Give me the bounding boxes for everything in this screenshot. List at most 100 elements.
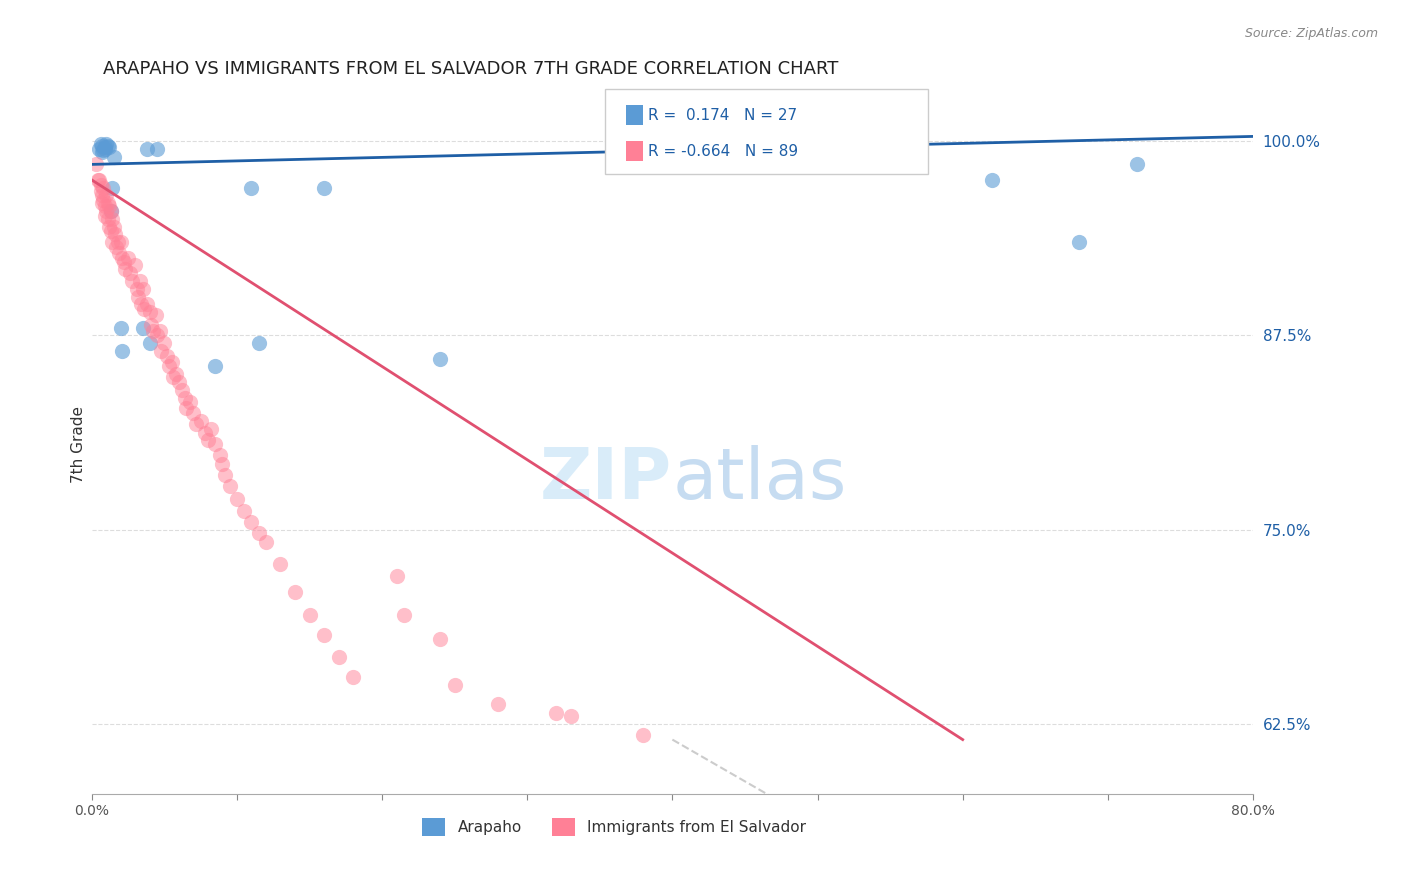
Point	[93, 193, 115, 207]
Point	[96, 188, 118, 202]
Point	[101, 235, 124, 249]
Point	[100, 204, 122, 219]
Point	[118, 266, 141, 280]
Point	[89, 178, 111, 192]
Point	[117, 251, 139, 265]
Point	[136, 142, 159, 156]
Point	[101, 180, 124, 194]
Point	[96, 137, 118, 152]
Point	[156, 349, 179, 363]
Point	[183, 406, 205, 420]
Text: Source: ZipAtlas.com: Source: ZipAtlas.com	[1244, 27, 1378, 40]
Point	[127, 289, 149, 303]
Point	[93, 144, 115, 158]
Point	[105, 240, 128, 254]
Point	[150, 343, 173, 358]
Point	[84, 157, 107, 171]
Point	[194, 426, 217, 441]
Point	[190, 414, 212, 428]
Point	[160, 355, 183, 369]
Point	[298, 608, 321, 623]
Point	[342, 670, 364, 684]
Point	[429, 632, 451, 646]
Point	[110, 320, 132, 334]
Point	[131, 320, 153, 334]
Point	[97, 138, 120, 153]
Point	[240, 515, 263, 529]
Point	[247, 525, 270, 540]
Point	[233, 504, 256, 518]
Point	[218, 479, 240, 493]
Point	[87, 173, 110, 187]
Point	[94, 199, 117, 213]
Point	[100, 204, 122, 219]
Point	[100, 224, 122, 238]
Point	[1126, 157, 1149, 171]
Point	[170, 383, 193, 397]
Point	[254, 535, 277, 549]
Point	[97, 211, 120, 226]
Point	[153, 336, 176, 351]
Point	[91, 138, 114, 153]
Point	[128, 274, 150, 288]
Point	[328, 650, 350, 665]
Point	[146, 142, 169, 156]
Point	[226, 491, 249, 506]
Point	[98, 199, 121, 213]
Point	[204, 359, 226, 374]
Point	[312, 180, 335, 194]
Point	[94, 142, 117, 156]
Point	[101, 211, 124, 226]
Point	[111, 251, 134, 265]
Point	[204, 437, 226, 451]
Point	[136, 297, 159, 311]
Point	[1067, 235, 1090, 249]
Point	[167, 375, 190, 389]
Point	[93, 180, 115, 194]
Point	[392, 608, 415, 623]
Point	[429, 351, 451, 366]
Point	[146, 328, 169, 343]
Point	[121, 274, 143, 288]
Point	[86, 173, 108, 187]
Point	[247, 336, 270, 351]
Point	[385, 569, 408, 583]
Point	[112, 255, 135, 269]
Point	[98, 219, 121, 234]
Point	[211, 458, 233, 472]
Point	[124, 259, 146, 273]
Point	[214, 468, 236, 483]
Point	[174, 401, 197, 416]
Point	[200, 422, 222, 436]
Point	[129, 297, 152, 311]
Point	[980, 173, 1002, 187]
Point	[107, 235, 129, 249]
Point	[89, 184, 111, 198]
Point	[91, 145, 114, 159]
Point	[165, 368, 187, 382]
Text: atlas: atlas	[672, 445, 846, 514]
Point	[269, 557, 291, 571]
Point	[111, 343, 134, 358]
Point	[96, 204, 118, 219]
Point	[91, 188, 114, 202]
Legend: Arapaho, Immigrants from El Salvador: Arapaho, Immigrants from El Salvador	[416, 812, 813, 842]
Point	[162, 370, 184, 384]
Point	[486, 697, 509, 711]
Point	[94, 140, 117, 154]
Point	[108, 246, 131, 260]
Point	[110, 235, 132, 249]
Point	[443, 678, 465, 692]
Point	[240, 180, 263, 194]
Point	[94, 209, 117, 223]
Point	[546, 706, 568, 721]
Point	[103, 150, 125, 164]
Point	[98, 140, 121, 154]
Point	[633, 728, 655, 742]
Point	[284, 585, 307, 599]
Point	[312, 628, 335, 642]
Point	[103, 219, 125, 234]
Point	[186, 417, 208, 431]
Text: ARAPAHO VS IMMIGRANTS FROM EL SALVADOR 7TH GRADE CORRELATION CHART: ARAPAHO VS IMMIGRANTS FROM EL SALVADOR 7…	[104, 60, 839, 78]
Point	[141, 318, 163, 332]
